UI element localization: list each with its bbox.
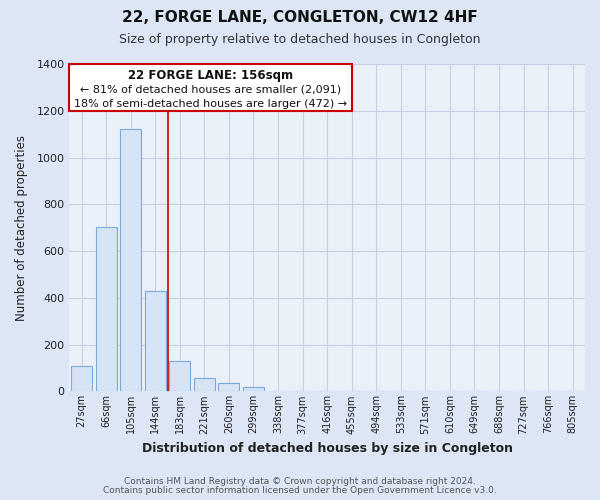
Bar xyxy=(243,387,264,392)
Bar xyxy=(71,366,92,392)
Bar xyxy=(194,378,215,392)
Bar xyxy=(169,361,190,392)
Bar xyxy=(218,383,239,392)
Text: 18% of semi-detached houses are larger (472) →: 18% of semi-detached houses are larger (… xyxy=(74,99,347,109)
Text: Contains public sector information licensed under the Open Government Licence v3: Contains public sector information licen… xyxy=(103,486,497,495)
Text: ← 81% of detached houses are smaller (2,091): ← 81% of detached houses are smaller (2,… xyxy=(80,84,341,94)
Bar xyxy=(96,226,116,392)
X-axis label: Distribution of detached houses by size in Congleton: Distribution of detached houses by size … xyxy=(142,442,512,455)
Bar xyxy=(145,291,166,392)
Y-axis label: Number of detached properties: Number of detached properties xyxy=(15,134,28,320)
Bar xyxy=(120,130,141,392)
Text: 22, FORGE LANE, CONGLETON, CW12 4HF: 22, FORGE LANE, CONGLETON, CW12 4HF xyxy=(122,10,478,25)
Text: Size of property relative to detached houses in Congleton: Size of property relative to detached ho… xyxy=(119,32,481,46)
Text: 22 FORGE LANE: 156sqm: 22 FORGE LANE: 156sqm xyxy=(128,69,293,82)
Text: Contains HM Land Registry data © Crown copyright and database right 2024.: Contains HM Land Registry data © Crown c… xyxy=(124,477,476,486)
FancyBboxPatch shape xyxy=(70,64,352,111)
